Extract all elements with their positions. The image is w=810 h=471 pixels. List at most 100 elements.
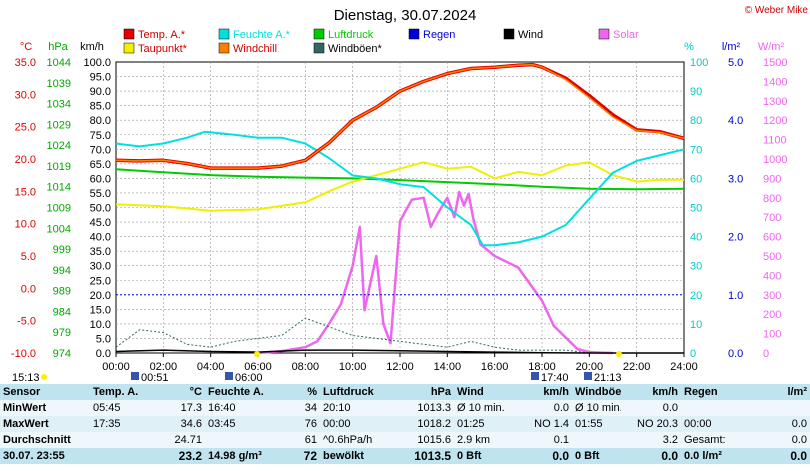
kmh-tick-label: 40.0 <box>90 232 111 244</box>
axis-headers: °C hPa km/h % l/m² W/m² <box>20 41 785 53</box>
table-row: MaxWert 17:35 34.6 03:45 76 00:00 1018.2 01:25 N… <box>0 416 810 432</box>
kmh-tick-label: 70.0 <box>90 144 111 156</box>
hpa-tick-label: 984 <box>53 306 71 318</box>
hpa-tick-label: 979 <box>53 327 71 339</box>
x-tick-label: 16:00 <box>481 361 509 373</box>
kmh-tick-label: 35.0 <box>90 246 111 258</box>
percent-header: % <box>684 41 694 53</box>
sun-time: 00:51 <box>141 372 169 384</box>
table-cell: 34.6 <box>145 416 205 432</box>
hpa-tick-label: 1014 <box>47 182 71 194</box>
table-cell: 1015.6 <box>388 432 454 448</box>
table-cell <box>572 432 621 448</box>
moon-icon <box>584 372 592 380</box>
series-wind <box>115 349 684 354</box>
table-cell: 2.9 km <box>454 432 506 448</box>
kmh-tick-label: 75.0 <box>90 130 111 142</box>
table-cell: % <box>270 384 320 400</box>
percent-tick-label: 0 <box>690 348 696 360</box>
sun-time: 17:40 <box>541 372 569 384</box>
percent-tick-label: 60 <box>690 173 702 185</box>
table-cell: 03:45 <box>205 416 270 432</box>
table-cell: 0.0 <box>621 400 681 416</box>
table-cell <box>90 448 145 464</box>
hpa-tick-label: 999 <box>53 244 71 256</box>
hpa-tick-label: 994 <box>53 265 71 277</box>
legend-swatch <box>598 28 610 40</box>
x-tick-label: 20:00 <box>576 361 604 373</box>
table-cell: 3.2 <box>621 432 681 448</box>
wm2-tick-label: 1500 <box>763 57 787 69</box>
kmh-tick-label: 95.0 <box>90 72 111 84</box>
table-cell: 20:10 <box>320 400 388 416</box>
sunrise-marker <box>254 351 260 357</box>
series-windchill <box>115 63 685 169</box>
hpa-tick-label: 1029 <box>47 119 71 131</box>
table-cell: 30.07. 23:55 <box>0 448 90 464</box>
hpa-tick-label: 974 <box>53 348 71 360</box>
table-cell: 76 <box>270 416 320 432</box>
x-tick-label: 18:00 <box>528 361 556 373</box>
table-cell: 17.3 <box>145 400 205 416</box>
celsius-tick-label: 10.0 <box>15 219 36 231</box>
lm2-tick-label: 2.0 <box>728 232 743 244</box>
celsius-tick-label: 15.0 <box>15 186 36 198</box>
hpa-tick-label: 1004 <box>47 223 71 235</box>
kmh-tick-label: 0.0 <box>96 348 111 360</box>
table-row: 30.07. 23:55 23.2 14.98 g/m³ 72 bewölkt 1013.… <box>0 448 810 464</box>
legend-label: Luftdruck <box>328 29 374 41</box>
x-tick-label: 14:00 <box>434 361 462 373</box>
table-cell: 1018.2 <box>388 416 454 432</box>
percent-tick-label: 80 <box>690 115 702 127</box>
moon-icon <box>131 372 139 380</box>
hpa-tick-label: 1044 <box>47 57 71 69</box>
kmh-tick-label: 90.0 <box>90 86 111 98</box>
legend-swatch <box>313 28 325 40</box>
percent-tick-label: 70 <box>690 144 702 156</box>
table-cell: Temp. A. <box>90 384 145 400</box>
x-tick-label: 22:00 <box>623 361 651 373</box>
table-cell: 0.0 <box>730 432 810 448</box>
wm2-tick-label: 800 <box>763 193 781 205</box>
kmh-tick-label: 25.0 <box>90 275 111 287</box>
kmh-tick-label: 5.0 <box>96 333 111 345</box>
weather-chart: Dienstag, 30.07.2024 © Weber Mike Temp. … <box>11 5 810 384</box>
celsius-tick-label: 35.0 <box>15 57 36 69</box>
lm2-tick-label: 1.0 <box>728 290 743 302</box>
legend-label: Windböen* <box>328 43 383 55</box>
sun-time: 06:00 <box>235 372 263 384</box>
hpa-tick-label: 1019 <box>47 161 71 173</box>
lm2-tick-label: 0.0 <box>728 348 743 360</box>
legend-label: Solar <box>613 29 639 41</box>
celsius-tick-label: -10.0 <box>11 348 36 360</box>
wm2-tick-label: 1400 <box>763 76 787 88</box>
series-luftdruck <box>115 168 685 191</box>
kmh-tick-label: 60.0 <box>90 173 111 185</box>
celsius-tick-label: 25.0 <box>15 122 36 134</box>
table-cell <box>730 400 810 416</box>
wm2-tick-label: 0 <box>763 348 769 360</box>
table-cell: 0.0 <box>730 448 810 464</box>
celsius-tick-label: 20.0 <box>15 154 36 166</box>
x-tick-label: 12:00 <box>386 361 414 373</box>
table-cell: Wind <box>454 384 506 400</box>
sun-time: 21:13 <box>594 372 622 384</box>
hpa-tick-label: 1034 <box>47 99 71 111</box>
table-cell: Luftdruck <box>320 384 388 400</box>
celsius-tick-label: 30.0 <box>15 89 36 101</box>
table-cell: 00:00 <box>320 416 388 432</box>
celsius-tick-label: -5.0 <box>17 316 36 328</box>
table-cell: 34 <box>270 400 320 416</box>
moon-icon <box>531 372 539 380</box>
kmh-tick-label: 50.0 <box>90 203 111 215</box>
table-cell <box>90 432 145 448</box>
kmh-tick-label: 45.0 <box>90 217 111 229</box>
celsius-tick-label: 5.0 <box>21 251 36 263</box>
table-cell: 0.0 <box>506 448 572 464</box>
x-tick-label: 08:00 <box>292 361 320 373</box>
table-cell: 61 <box>270 432 320 448</box>
lm2-tick-label: 5.0 <box>728 57 743 69</box>
kmh-tick-label: 30.0 <box>90 261 111 273</box>
x-tick-label: 04:00 <box>197 361 225 373</box>
credit-text: © Weber Mike <box>745 5 809 16</box>
